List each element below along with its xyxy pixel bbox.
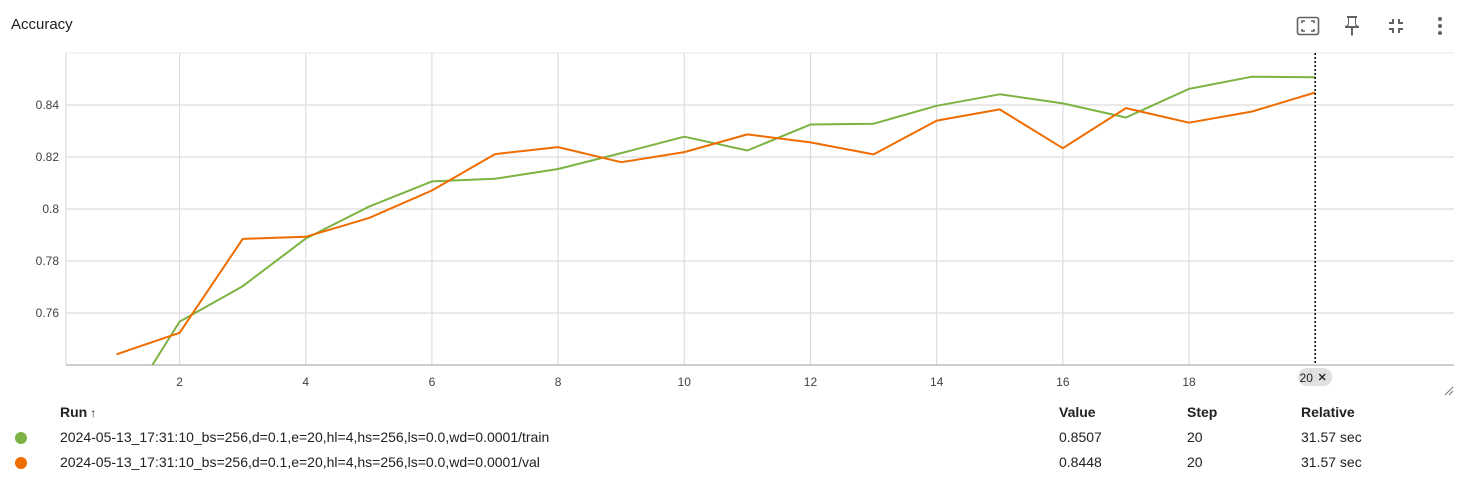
table-row: 2024-05-13_17:31:10_bs=256,d=0.1,e=20,hl… [0, 425, 1462, 450]
card-title: Accuracy [11, 16, 73, 33]
run-relative: 31.57 sec [1301, 454, 1362, 470]
y-tick-label: 0.78 [36, 254, 60, 268]
run-name: 2024-05-13_17:31:10_bs=256,d=0.1,e=20,hl… [60, 429, 550, 445]
step-chip-label: 20 [1300, 371, 1314, 385]
more-vert-icon [1438, 17, 1442, 35]
x-tick-label: 4 [302, 375, 309, 389]
close-icon [1318, 373, 1326, 381]
train-series-line [151, 75, 1316, 365]
x-tick-label: 8 [555, 375, 562, 389]
fit-domain-button[interactable] [1286, 8, 1330, 44]
collapse-icon [1389, 19, 1403, 33]
run-step: 20 [1187, 454, 1203, 470]
x-tick-label: 18 [1182, 375, 1196, 389]
run-relative: 31.57 sec [1301, 429, 1362, 445]
pin-button[interactable] [1330, 8, 1374, 44]
y-tick-label: 0.82 [36, 150, 60, 164]
run-name: 2024-05-13_17:31:10_bs=256,d=0.1,e=20,hl… [60, 454, 540, 470]
step-chip-bg [1298, 368, 1333, 386]
collapse-button[interactable] [1374, 8, 1418, 44]
chart-series [116, 75, 1316, 365]
y-tick-label: 0.76 [36, 306, 60, 320]
run-value: 0.8448 [1059, 454, 1102, 470]
run-color-dot [15, 432, 27, 444]
resize-handle-icon[interactable] [1444, 386, 1454, 396]
step-chip[interactable]: 20 [1298, 368, 1333, 386]
card-toolbar [1286, 8, 1462, 44]
table-header: Run ↑ Value Step Relative [0, 400, 1462, 425]
val-series-line [116, 91, 1316, 356]
chart-grid [65, 52, 1454, 366]
x-tick-label: 10 [678, 375, 692, 389]
fit-to-data-icon [1296, 16, 1320, 36]
y-tick-label: 0.84 [36, 98, 60, 112]
chart-axes: 2 4 6 8 10 12 14 16 18 0.76 0.78 0.8 0.82 0.84 [36, 98, 1196, 389]
run-value: 0.8507 [1059, 429, 1102, 445]
run-step: 20 [1187, 429, 1203, 445]
pin-icon [1345, 16, 1359, 36]
table-row: 2024-05-13_17:31:10_bs=256,d=0.1,e=20,hl… [0, 450, 1462, 475]
hover-cursor: 20 [1298, 53, 1333, 386]
x-tick-label: 16 [1056, 375, 1070, 389]
x-tick-label: 6 [429, 375, 436, 389]
y-tick-label: 0.8 [42, 202, 59, 216]
run-header-label: Run [60, 404, 88, 420]
x-tick-label: 12 [804, 375, 818, 389]
x-tick-label: 14 [930, 375, 944, 389]
value-column-header[interactable]: Value [1059, 404, 1096, 420]
line-chart[interactable]: 2 4 6 8 10 12 14 16 18 0.76 0.78 0.8 0.82 0.84 20 [0, 40, 1462, 390]
step-column-header[interactable]: Step [1187, 404, 1218, 420]
run-color-dot [15, 457, 27, 469]
more-menu-button[interactable] [1418, 8, 1462, 44]
runs-table: Run ↑ Value Step Relative 2024-05-13_17:3… [0, 400, 1462, 475]
sort-ascending-icon: ↑ [90, 406, 97, 420]
x-tick-label: 2 [176, 375, 183, 389]
run-column-header[interactable]: Run ↑ [60, 404, 96, 420]
relative-column-header[interactable]: Relative [1301, 404, 1355, 420]
